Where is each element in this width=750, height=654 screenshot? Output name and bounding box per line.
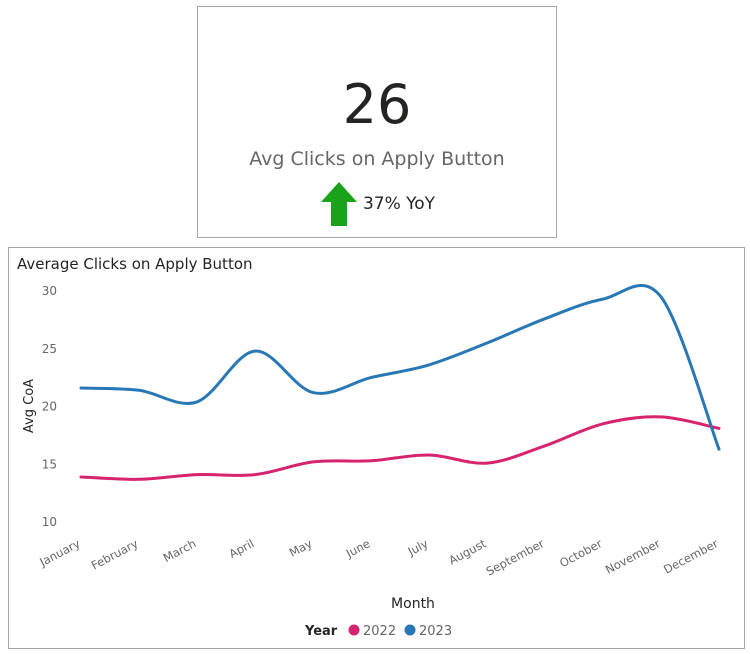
- line-chart[interactable]: Average Clicks on Apply Button 10 15 20 25 3…: [8, 247, 745, 649]
- x-tick-label: August: [446, 536, 489, 567]
- legend-marker-2023: [404, 624, 416, 636]
- x-tick-label: January: [36, 536, 82, 569]
- y-tick-label: 25: [42, 342, 57, 356]
- y-tick-label: 30: [42, 284, 57, 298]
- legend-title: Year: [304, 624, 338, 639]
- kpi-value: 26: [342, 73, 412, 136]
- kpi-card[interactable]: 26 Avg Clicks on Apply Button 37% YoY: [197, 6, 557, 238]
- x-tick-label: April: [227, 536, 257, 561]
- x-tick-label: May: [287, 536, 315, 560]
- y-axis-title: Avg CoA: [22, 379, 37, 433]
- chart-plot: 10 15 20 25 30 January February March April May Ju…: [22, 284, 721, 639]
- series-line-2022: [79, 415, 721, 481]
- legend-label-2023: 2023: [419, 624, 452, 639]
- x-axis-title: Month: [391, 596, 435, 612]
- legend-marker-2022: [348, 624, 360, 636]
- x-tick-label: March: [161, 536, 199, 565]
- kpi-trend-text: 37% YoY: [362, 194, 436, 214]
- trend-up-arrow-icon: [320, 182, 357, 226]
- series-line-2023: [79, 284, 721, 451]
- x-tick-label: November: [603, 536, 663, 577]
- x-tick-label: December: [661, 536, 720, 576]
- y-tick-label: 15: [42, 457, 57, 471]
- x-tick-label: February: [89, 536, 141, 572]
- x-tick-label: October: [557, 536, 604, 570]
- chart-title: Average Clicks on Apply Button: [17, 255, 253, 273]
- y-tick-label: 20: [42, 400, 57, 414]
- y-tick-label: 10: [42, 515, 57, 529]
- x-tick-label: June: [343, 536, 373, 561]
- kpi-trend: 37% YoY: [198, 179, 556, 229]
- x-tick-label: July: [405, 536, 431, 559]
- legend-label-2022: 2022: [363, 624, 396, 639]
- x-tick-label: September: [484, 536, 547, 578]
- kpi-label: Avg Clicks on Apply Button: [249, 148, 505, 170]
